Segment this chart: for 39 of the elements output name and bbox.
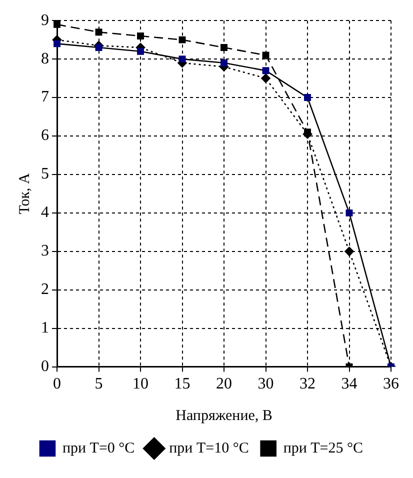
point [262, 52, 270, 59]
x-axis-title: Напряжение, В [176, 408, 272, 424]
y-tick-label: 9 [41, 12, 49, 29]
legend-label: при T=25 °C [283, 440, 364, 456]
y-tick-label: 6 [41, 127, 49, 144]
y-tick-label: 1 [41, 320, 49, 337]
point [95, 44, 102, 52]
x-tick-label: 5 [94, 376, 103, 393]
x-tick-label: 0 [53, 376, 61, 393]
y-tick-label: 3 [41, 242, 49, 260]
point [220, 44, 228, 52]
point [304, 94, 311, 102]
legend-label: при T=10 °C [169, 440, 249, 456]
y-tick-label: 0 [41, 358, 49, 376]
point [262, 67, 270, 74]
point [137, 48, 144, 55]
point [137, 32, 144, 40]
point [54, 40, 60, 48]
point [220, 59, 228, 66]
x-tick-label: 30 [258, 376, 274, 393]
x-tick-label: 32 [300, 376, 316, 393]
x-tick-label: 10 [132, 376, 148, 393]
point [346, 209, 353, 216]
point [178, 56, 186, 63]
y-tick-label: 4 [41, 204, 49, 222]
x-tick-label: 20 [216, 376, 232, 393]
x-tick-label: 15 [174, 376, 190, 393]
y-tick-label: 2 [41, 281, 49, 298]
point [261, 74, 270, 83]
y-tick-label: 5 [41, 166, 49, 183]
x-tick-label: 36 [383, 376, 399, 393]
legend-label: при T=0 °C [62, 440, 135, 456]
point [344, 246, 354, 256]
point [178, 36, 186, 44]
y-tick-label: 7 [41, 88, 49, 106]
point [95, 28, 102, 36]
x-tick-label: 34 [341, 376, 358, 393]
y-axis-title: Ток, А [16, 172, 33, 214]
y-tick-label: 8 [41, 50, 49, 68]
